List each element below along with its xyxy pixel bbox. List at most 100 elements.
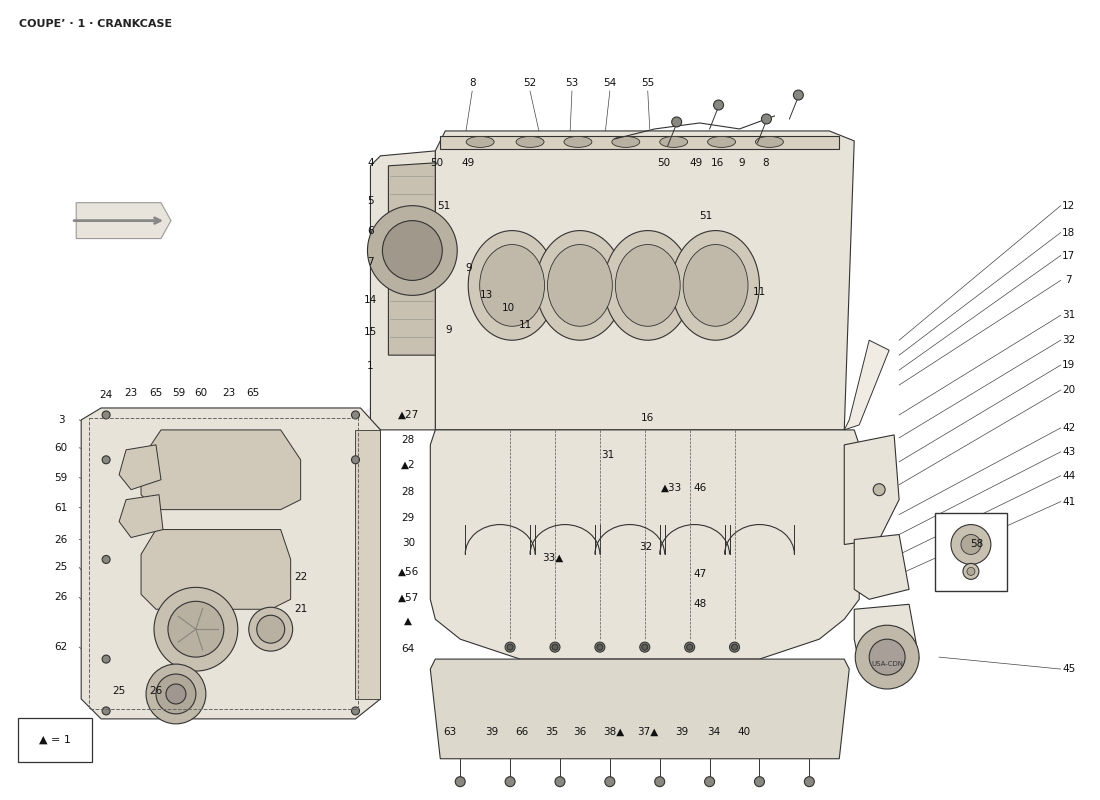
Ellipse shape — [604, 230, 692, 340]
Circle shape — [755, 777, 764, 786]
Polygon shape — [430, 430, 859, 659]
Text: 49: 49 — [689, 158, 702, 168]
Text: COUPE’ · 1 · CRANKCASE: COUPE’ · 1 · CRANKCASE — [20, 19, 173, 30]
Circle shape — [102, 707, 110, 715]
Ellipse shape — [683, 245, 748, 326]
Text: 41: 41 — [1063, 497, 1076, 506]
Text: 35: 35 — [546, 727, 559, 737]
Ellipse shape — [536, 230, 624, 340]
Ellipse shape — [615, 245, 680, 326]
Polygon shape — [436, 131, 855, 430]
Polygon shape — [855, 604, 920, 664]
Circle shape — [793, 90, 803, 100]
Circle shape — [855, 626, 920, 689]
Text: 40: 40 — [737, 727, 750, 737]
Text: 49: 49 — [462, 158, 475, 168]
Text: 25: 25 — [112, 686, 125, 696]
Text: eurospares: eurospares — [594, 402, 769, 430]
Ellipse shape — [612, 137, 640, 147]
Text: 65: 65 — [150, 388, 163, 398]
Text: 4: 4 — [367, 158, 374, 168]
Text: 3: 3 — [58, 415, 65, 425]
Circle shape — [383, 221, 442, 281]
Text: 9: 9 — [465, 263, 472, 274]
Circle shape — [505, 642, 515, 652]
Text: 58: 58 — [970, 539, 983, 550]
Text: 11: 11 — [752, 287, 766, 298]
Circle shape — [961, 534, 981, 554]
Circle shape — [672, 117, 682, 127]
Circle shape — [505, 777, 515, 786]
Text: 64: 64 — [402, 644, 415, 654]
Polygon shape — [141, 530, 290, 610]
Text: ▲56: ▲56 — [398, 566, 419, 577]
Text: 31: 31 — [1063, 310, 1076, 320]
Text: 15: 15 — [364, 327, 377, 338]
Circle shape — [146, 664, 206, 724]
Polygon shape — [355, 430, 381, 699]
Circle shape — [367, 206, 458, 295]
Text: 26: 26 — [55, 592, 68, 602]
Text: 20: 20 — [1063, 385, 1075, 395]
Text: 55: 55 — [641, 78, 654, 88]
Ellipse shape — [466, 137, 494, 147]
Text: 32: 32 — [639, 542, 652, 553]
Text: 60: 60 — [55, 443, 68, 453]
Circle shape — [154, 587, 238, 671]
Text: 46: 46 — [693, 482, 706, 493]
Polygon shape — [845, 435, 899, 545]
Text: 50: 50 — [657, 158, 670, 168]
Text: 25: 25 — [55, 562, 68, 573]
Circle shape — [556, 777, 565, 786]
Text: eurospares: eurospares — [221, 402, 396, 430]
Text: 53: 53 — [565, 78, 579, 88]
Circle shape — [168, 602, 223, 657]
Text: 33▲: 33▲ — [542, 553, 563, 562]
Text: 28: 28 — [402, 435, 415, 445]
Circle shape — [686, 644, 693, 650]
Text: 62: 62 — [55, 642, 68, 652]
Text: 26: 26 — [55, 534, 68, 545]
Text: 66: 66 — [516, 727, 529, 737]
Text: 31: 31 — [602, 450, 615, 460]
Text: 18: 18 — [1063, 227, 1076, 238]
Text: 65: 65 — [246, 388, 260, 398]
Text: 54: 54 — [603, 78, 616, 88]
Text: 61: 61 — [55, 502, 68, 513]
Text: ▲2: ▲2 — [402, 460, 416, 470]
Polygon shape — [855, 534, 909, 599]
Circle shape — [640, 642, 650, 652]
Circle shape — [256, 615, 285, 643]
Text: 44: 44 — [1063, 470, 1076, 481]
Text: 29: 29 — [402, 513, 415, 522]
Text: 39: 39 — [485, 727, 498, 737]
Text: 8: 8 — [469, 78, 475, 88]
Text: 38▲: 38▲ — [603, 727, 625, 737]
Circle shape — [249, 607, 293, 651]
Circle shape — [869, 639, 905, 675]
Text: 14: 14 — [364, 295, 377, 306]
Text: 9: 9 — [444, 326, 452, 335]
FancyBboxPatch shape — [19, 718, 92, 762]
Text: 6: 6 — [367, 226, 374, 235]
Text: 30: 30 — [402, 538, 415, 549]
Text: ▲27: ▲27 — [398, 410, 419, 420]
Circle shape — [455, 777, 465, 786]
Circle shape — [967, 567, 975, 575]
Text: 45: 45 — [1063, 664, 1076, 674]
Ellipse shape — [660, 137, 688, 147]
Circle shape — [714, 100, 724, 110]
Circle shape — [156, 674, 196, 714]
Circle shape — [641, 644, 648, 650]
Polygon shape — [845, 340, 889, 430]
Circle shape — [166, 684, 186, 704]
Text: 51: 51 — [438, 201, 451, 210]
Ellipse shape — [548, 245, 613, 326]
Text: 9: 9 — [738, 158, 745, 168]
Polygon shape — [76, 202, 170, 238]
Circle shape — [352, 456, 360, 464]
Text: 1: 1 — [367, 361, 374, 371]
Ellipse shape — [564, 137, 592, 147]
Circle shape — [102, 411, 110, 419]
Text: 13: 13 — [480, 290, 493, 300]
